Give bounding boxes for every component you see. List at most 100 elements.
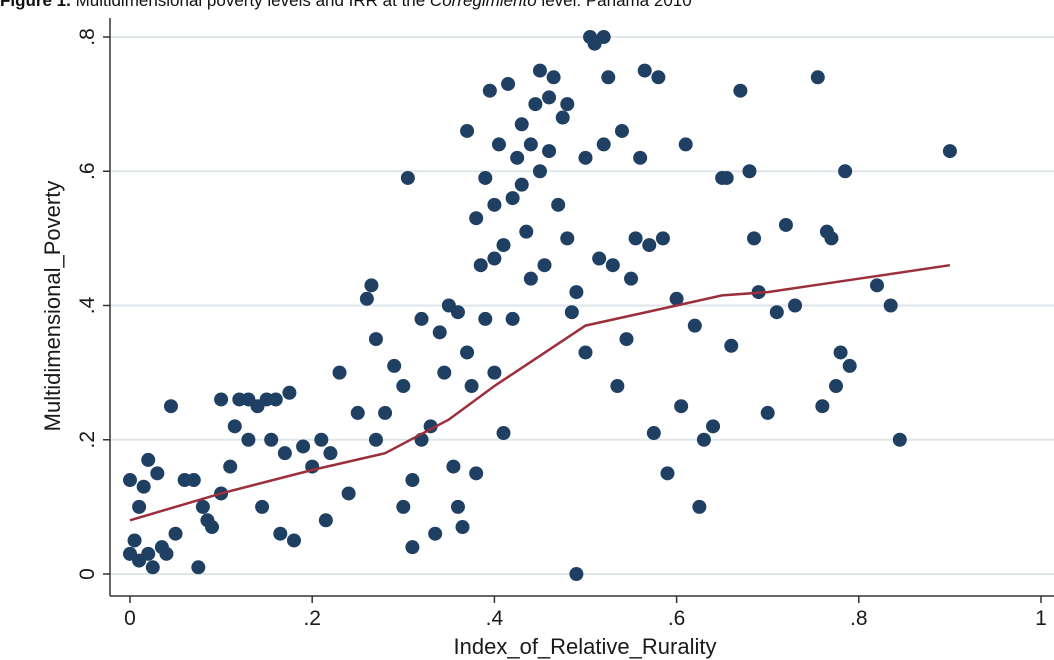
x-tick-label-4: .8 [850, 607, 868, 630]
y-tick-label-2: .4 [76, 296, 99, 314]
data-point-137 [747, 231, 762, 246]
data-point-125 [669, 291, 684, 306]
data-point-105 [578, 345, 593, 360]
data-point-113 [610, 379, 625, 394]
data-point-41 [332, 365, 347, 380]
data-point-114 [614, 123, 629, 138]
data-point-124 [660, 466, 675, 481]
data-point-10 [163, 399, 178, 414]
data-point-62 [446, 459, 461, 474]
data-point-36 [296, 439, 311, 454]
data-point-50 [396, 379, 411, 394]
data-point-94 [542, 90, 557, 105]
x-tick-label-3: .6 [668, 607, 686, 630]
data-point-149 [838, 164, 853, 179]
y-axis-title: Multidimensional_Poverty [40, 181, 65, 432]
data-point-120 [642, 238, 657, 253]
data-point-88 [523, 137, 538, 152]
data-point-96 [546, 70, 561, 85]
data-point-55 [414, 311, 429, 326]
data-point-133 [719, 170, 734, 185]
data-point-152 [883, 298, 898, 313]
data-point-42 [341, 486, 356, 501]
scatter-points [123, 30, 957, 581]
data-point-153 [892, 432, 907, 447]
data-point-66 [460, 123, 475, 138]
data-point-127 [678, 137, 693, 152]
data-point-59 [432, 325, 447, 340]
data-point-69 [469, 211, 484, 226]
x-tick-label-5: 1 [1035, 607, 1047, 630]
data-point-139 [760, 405, 775, 420]
data-point-64 [450, 499, 465, 514]
caption-italic: Corregimiento [429, 0, 537, 10]
data-point-90 [528, 97, 543, 112]
data-point-119 [637, 63, 652, 78]
data-point-16 [191, 560, 206, 575]
data-point-115 [619, 332, 634, 347]
data-point-95 [542, 144, 557, 159]
y-tick-label-0: 0 [76, 568, 99, 580]
data-point-28 [255, 499, 270, 514]
data-point-19 [204, 520, 219, 535]
data-point-100 [560, 231, 575, 246]
data-point-2 [127, 533, 142, 548]
fit-line-layer [129, 263, 951, 522]
data-point-6 [150, 466, 165, 481]
y-tick-label-1: .2 [76, 431, 99, 449]
data-point-3 [123, 546, 137, 561]
data-point-81 [501, 76, 516, 91]
data-point-143 [810, 70, 825, 85]
data-point-58 [428, 526, 443, 541]
data-point-150 [842, 358, 857, 373]
data-point-104 [578, 150, 593, 165]
data-point-112 [605, 258, 620, 273]
data-point-45 [364, 278, 379, 293]
data-point-17 [195, 499, 210, 514]
axes [103, 18, 1054, 603]
data-point-21 [214, 392, 229, 407]
data-point-38 [314, 432, 329, 447]
data-point-109 [596, 30, 611, 44]
data-point-67 [460, 345, 475, 360]
data-point-121 [646, 426, 661, 441]
data-point-118 [633, 150, 648, 165]
data-point-111 [601, 70, 616, 85]
data-point-146 [824, 231, 839, 246]
data-point-92 [532, 164, 547, 179]
data-point-33 [277, 446, 292, 461]
data-point-78 [491, 137, 506, 152]
data-point-131 [706, 419, 721, 434]
data-point-117 [628, 231, 643, 246]
data-point-135 [733, 83, 748, 98]
data-point-102 [569, 567, 584, 581]
x-tick-label-2: .4 [486, 607, 504, 630]
data-point-47 [368, 432, 383, 447]
x-tick-label-0: 0 [124, 607, 136, 630]
fit-line [129, 263, 951, 522]
data-point-76 [487, 251, 502, 266]
data-point-126 [674, 399, 689, 414]
data-point-140 [769, 305, 784, 320]
data-point-134 [724, 338, 739, 353]
data-point-80 [496, 426, 511, 441]
data-point-25 [241, 432, 256, 447]
data-point-32 [273, 526, 288, 541]
caption-text-before: Multidimensional poverty levels and IRR … [70, 0, 430, 10]
data-point-51 [396, 499, 411, 514]
data-point-12 [145, 560, 160, 575]
data-point-8 [141, 546, 156, 561]
data-point-46 [368, 332, 383, 347]
data-point-15 [186, 473, 201, 488]
y-tick-label-4: .8 [76, 28, 99, 46]
data-point-128 [687, 318, 702, 333]
data-point-13 [168, 526, 183, 541]
data-point-43 [350, 405, 365, 420]
x-axis-title: Index_of_Relative_Rurality [454, 634, 717, 659]
data-point-79 [496, 238, 511, 253]
data-point-108 [592, 251, 607, 266]
data-point-40 [323, 446, 338, 461]
data-point-142 [788, 298, 803, 313]
data-point-91 [532, 63, 547, 78]
